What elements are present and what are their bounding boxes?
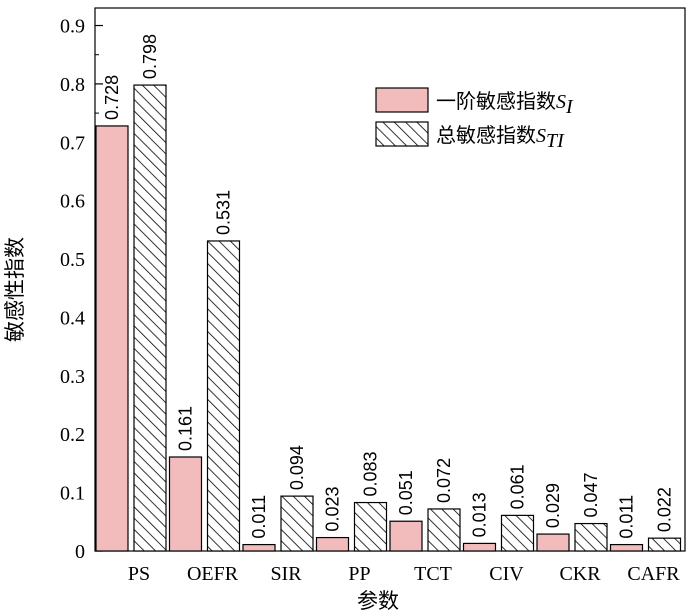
data-label: 0.083: [361, 451, 381, 496]
y-tick-label: 0: [75, 541, 85, 563]
legend-label-symbol: S: [536, 125, 546, 147]
bar-first-order-pp: [315, 536, 350, 552]
bar-total-oefr: [206, 240, 241, 552]
data-label: 0.072: [434, 458, 454, 503]
legend-label: 一阶敏感指数SI: [436, 89, 574, 118]
data-label: 0.798: [140, 34, 160, 79]
x-tick-label: CAFR: [627, 563, 680, 585]
legend-label-main: 一阶敏感指数: [436, 89, 556, 113]
bar-first-order-oefr: [168, 456, 203, 552]
bar-first-order-civ: [462, 542, 497, 552]
x-tick-label: CIV: [489, 563, 524, 585]
legend-swatch: [375, 121, 429, 147]
bar-total-tct: [427, 508, 461, 552]
y-tick-label: 0.4: [60, 307, 85, 329]
legend-label-subscript: I: [565, 96, 574, 118]
y-tick-label: 0.1: [60, 483, 85, 505]
x-tick-label: CKR: [559, 563, 601, 585]
x-tick-label: TCT: [414, 563, 452, 585]
data-label: 0.022: [655, 487, 675, 532]
data-label: 0.161: [176, 406, 196, 451]
bar-first-order-ps: [95, 125, 129, 552]
legend-swatch: [375, 87, 429, 113]
y-tick-label: 0.9: [60, 16, 85, 38]
bars: [95, 84, 682, 552]
data-label: 0.011: [617, 495, 637, 539]
data-label: 0.047: [581, 473, 601, 518]
y-axis-title: 敏感性指数: [3, 237, 27, 342]
y-tick-label: 0.2: [60, 424, 85, 446]
bar-first-order-tct: [389, 520, 423, 552]
x-tick-label: SIR: [270, 563, 302, 585]
legend-label-main: 总敏感指数: [436, 123, 536, 147]
y-tick-label: 0.3: [60, 366, 85, 388]
data-label: 0.531: [214, 190, 234, 235]
x-tick-label: PS: [128, 563, 150, 585]
legend-label: 总敏感指数STI: [436, 123, 565, 152]
legend-label-symbol: S: [556, 91, 566, 113]
data-label: 0.013: [470, 492, 490, 537]
data-label: 0.094: [287, 445, 307, 490]
y-tick-label: 0.7: [60, 132, 85, 154]
bar-first-order-ckr: [536, 533, 570, 552]
bar-total-pp: [353, 501, 388, 552]
bar-first-order-sir: [242, 543, 276, 552]
y-tick-label: 0.8: [60, 74, 85, 96]
data-label: 0.029: [543, 483, 563, 528]
x-tick-label: OEFR: [187, 563, 239, 585]
bar-total-ps: [133, 84, 167, 552]
data-label: 0.728: [102, 75, 122, 120]
bar-total-civ: [500, 514, 535, 552]
x-axis-title: 参数: [357, 589, 399, 613]
data-labels: 0.728 0.798 0.161 0.531 0.011 0.094 0.023 0.083…: [102, 34, 675, 539]
bar-total-cafr: [647, 537, 682, 552]
data-label: 0.061: [508, 464, 528, 509]
bar-total-ckr: [574, 522, 608, 552]
bar-total-sir: [280, 495, 314, 552]
data-label: 0.051: [396, 470, 416, 515]
data-label: 0.011: [249, 495, 269, 539]
data-label: 0.023: [323, 487, 343, 532]
legend-label-subscript: TI: [546, 130, 565, 152]
x-tick-label: PP: [348, 563, 370, 585]
y-tick-label: 0.5: [60, 249, 85, 271]
y-tick-label: 0.6: [60, 191, 85, 213]
bar-first-order-cafr: [609, 543, 644, 552]
